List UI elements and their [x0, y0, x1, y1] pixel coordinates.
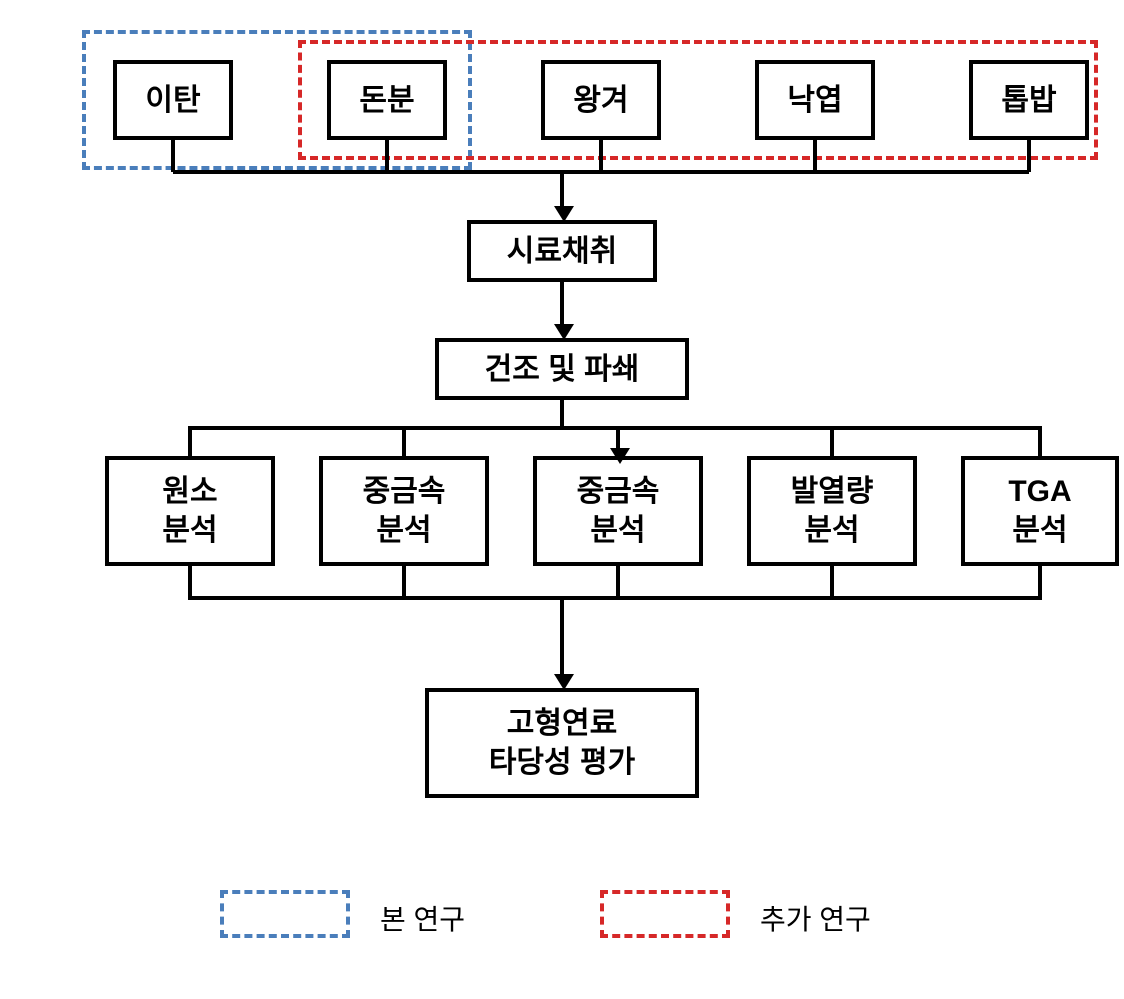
connector-line	[560, 282, 564, 330]
node-label: 낙엽	[787, 81, 842, 120]
node-rice-husk: 왕겨	[541, 60, 661, 140]
connector-line	[171, 140, 175, 172]
node-element-analysis: 원소 분석	[105, 456, 275, 566]
node-label: 건조 및 파쇄	[485, 350, 640, 389]
connector-line	[173, 170, 1029, 174]
arrow-down-icon	[554, 206, 574, 222]
node-final: 고형연료 타당성 평가	[425, 688, 699, 798]
connector-line	[599, 140, 603, 172]
connector-line	[188, 596, 1042, 600]
node-label: 톱밥	[1001, 81, 1056, 120]
node-label: 발열량 분석	[791, 472, 874, 550]
connector-line	[1038, 426, 1042, 456]
node-label: 고형연료 타당성 평가	[489, 704, 635, 782]
node-calorific-analysis: 발열량 분석	[747, 456, 917, 566]
node-label: 왕겨	[573, 81, 628, 120]
node-pig-manure: 돈분	[327, 60, 447, 140]
legend-box-red	[600, 890, 730, 938]
node-label: 이탄	[145, 81, 200, 120]
node-label: 돈분	[359, 81, 414, 120]
connector-line	[402, 426, 406, 456]
connector-line	[830, 566, 834, 596]
diagram-container: 이탄 돈분 왕겨 낙엽 톱밥 시료채취 건조 및 파쇄 원소 분석 중금속 분석…	[0, 0, 1124, 999]
legend-text-blue: 본 연구	[380, 898, 465, 938]
connector-line	[190, 426, 1038, 430]
node-label: 중금속 분석	[577, 472, 660, 550]
node-tga-analysis: TGA 분석	[961, 456, 1119, 566]
node-peat: 이탄	[113, 60, 233, 140]
connector-line	[385, 140, 389, 172]
connector-line	[830, 426, 834, 456]
node-label: 시료채취	[507, 232, 617, 271]
connector-line	[188, 566, 192, 596]
node-label: 중금속 분석	[363, 472, 446, 550]
connector-line	[1038, 566, 1042, 596]
connector-line	[402, 566, 406, 596]
node-sawdust: 톱밥	[969, 60, 1089, 140]
node-label: TGA 분석	[1008, 472, 1071, 550]
arrow-down-icon	[554, 324, 574, 340]
connector-line	[813, 140, 817, 172]
legend-text-red: 추가 연구	[760, 898, 871, 938]
connector-line	[1027, 140, 1031, 172]
arrow-down-icon	[554, 674, 574, 690]
connector-line	[188, 426, 192, 456]
connector-line	[616, 566, 620, 596]
connector-line	[560, 596, 564, 680]
node-fallen-leaves: 낙엽	[755, 60, 875, 140]
connector-line	[560, 400, 564, 426]
legend-box-blue	[220, 890, 350, 938]
node-sample: 시료채취	[467, 220, 657, 282]
node-metal-analysis-1: 중금속 분석	[319, 456, 489, 566]
node-drying: 건조 및 파쇄	[435, 338, 689, 400]
arrow-down-icon	[610, 448, 630, 464]
node-label: 원소 분석	[162, 472, 217, 550]
node-metal-analysis-2: 중금속 분석	[533, 456, 703, 566]
